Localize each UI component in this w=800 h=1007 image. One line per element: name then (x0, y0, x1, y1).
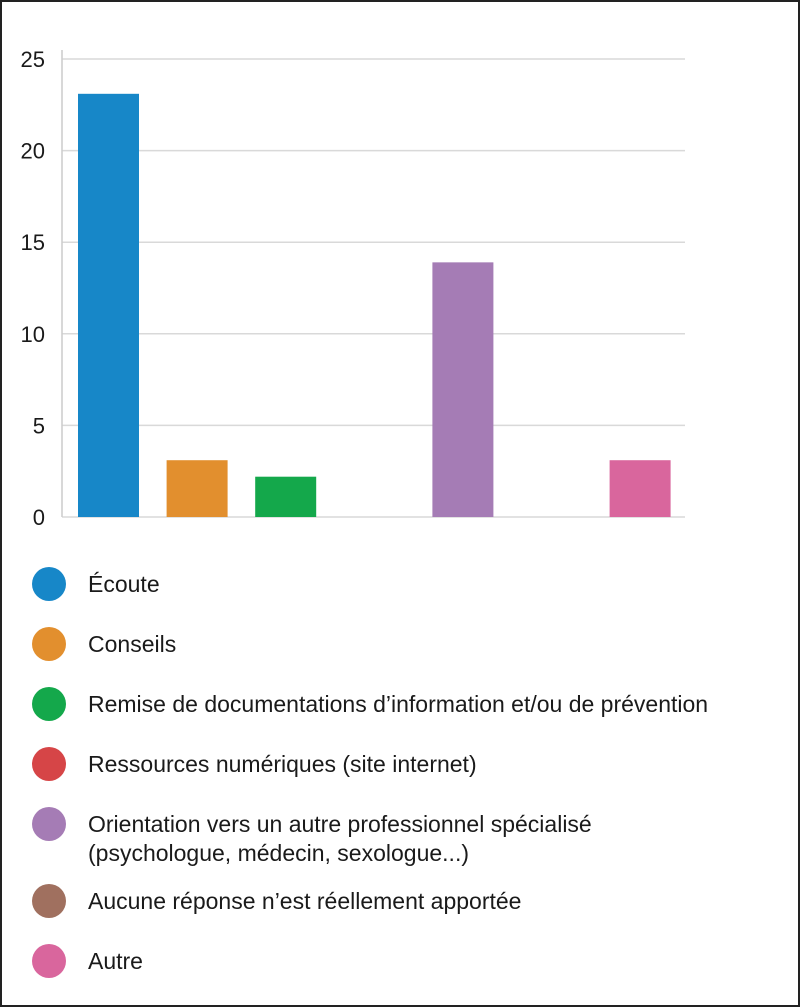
legend-label: Aucune réponse n’est réellement apportée (88, 888, 522, 914)
legend-swatch (32, 687, 66, 721)
legend-item: Remise de documentations d’information e… (32, 687, 768, 721)
legend-item: Ressources numériques (site internet) (32, 747, 768, 781)
bar-chart: 0 5 10 15 20 25 (21, 47, 685, 530)
y-tick-label: 20 (21, 139, 45, 164)
legend-label: Orientation vers un autre professionnel … (88, 811, 592, 866)
legend-item: Écoute (32, 567, 768, 601)
legend-swatch (32, 747, 66, 781)
legend-label: Écoute (88, 571, 160, 597)
legend-item: Aucune réponse n’est réellement apportée (32, 884, 768, 918)
y-tick-label: 0 (33, 505, 45, 530)
legend-item: Conseils (32, 627, 768, 661)
y-tick-label: 5 (33, 413, 45, 438)
y-tick-label: 10 (21, 322, 45, 347)
legend-label: Ressources numériques (site internet) (88, 751, 477, 777)
bar-7 (609, 460, 671, 517)
legend-swatch (32, 627, 66, 661)
legend-label: Remise de documentations d’information e… (88, 691, 709, 717)
legend-label: Conseils (88, 631, 177, 657)
legend-label: Autre (88, 948, 143, 974)
legend-swatch (32, 884, 66, 918)
bar-2 (166, 460, 228, 517)
legend-item: Autre (32, 944, 768, 978)
bar-5 (432, 262, 494, 517)
legend-swatch (32, 567, 66, 601)
legend-swatch (32, 944, 66, 978)
legend-swatch (32, 807, 66, 841)
bar-3 (255, 476, 317, 517)
legend-item: Orientation vers un autre professionnel … (32, 807, 768, 868)
bar-1 (78, 93, 139, 518)
y-tick-label: 15 (21, 230, 45, 255)
y-tick-label: 25 (21, 47, 45, 72)
